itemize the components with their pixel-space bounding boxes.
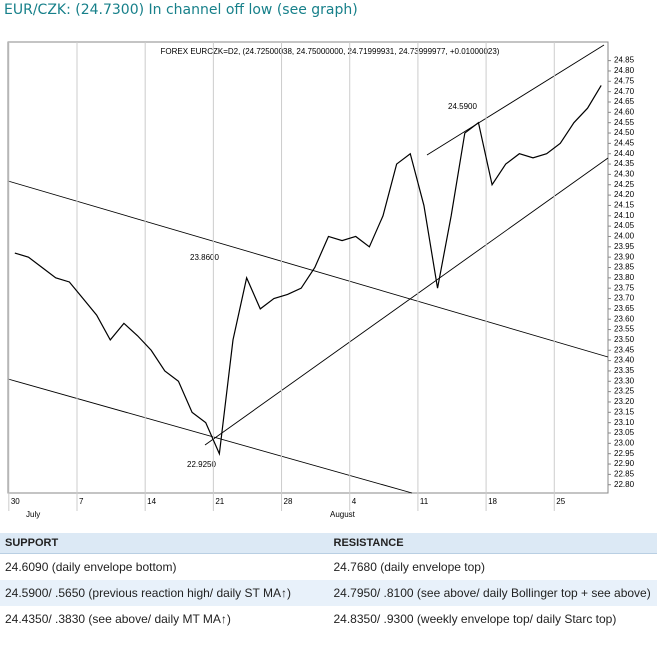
y-tick-label: 24.45 bbox=[614, 138, 635, 147]
y-tick-label: 24.70 bbox=[614, 87, 635, 96]
y-tick-label: 23.30 bbox=[614, 376, 635, 385]
y-tick-label: 23.65 bbox=[614, 304, 635, 313]
cell: 24.5900/ .5650 (previous reaction high/ … bbox=[0, 580, 329, 606]
month-label: August bbox=[330, 510, 356, 519]
x-tick-label: 18 bbox=[488, 497, 497, 506]
y-tick-label: 24.65 bbox=[614, 97, 635, 106]
y-tick-label: 22.85 bbox=[614, 469, 635, 478]
x-tick-label: 11 bbox=[420, 497, 429, 506]
levels-table: SUPPORT RESISTANCE 24.6090 (daily envelop… bbox=[0, 533, 657, 632]
cell: 24.8350/ .9300 (weekly envelope top/ dai… bbox=[333, 612, 617, 626]
annotation: 24.5900 bbox=[448, 102, 477, 111]
y-tick-label: 22.95 bbox=[614, 449, 635, 458]
y-tick-label: 23.50 bbox=[614, 335, 635, 344]
y-tick-label: 23.85 bbox=[614, 263, 635, 272]
trend-lines bbox=[7, 44, 609, 494]
y-tick-label: 23.75 bbox=[614, 283, 635, 292]
y-tick-label: 24.55 bbox=[614, 118, 635, 127]
price-line bbox=[14, 85, 602, 456]
cell: 24.7680 (daily envelope top) bbox=[333, 560, 485, 574]
y-tick-label: 23.35 bbox=[614, 366, 635, 375]
trend-line bbox=[426, 44, 605, 156]
y-tick-label: 23.90 bbox=[614, 252, 635, 261]
cell: 24.4350/ .3830 (see above/ daily MT MA↑) bbox=[5, 612, 231, 626]
y-tick-label: 24.05 bbox=[614, 221, 635, 230]
y-tick-label: 23.70 bbox=[614, 294, 635, 303]
y-tick-label: 23.80 bbox=[614, 273, 635, 282]
x-tick-label: 14 bbox=[147, 497, 156, 506]
x-tick-label: 30 bbox=[11, 497, 20, 506]
trend-line bbox=[7, 378, 413, 494]
annotation: 23.8600 bbox=[190, 253, 219, 262]
trend-line bbox=[7, 180, 609, 358]
x-tick-label: 25 bbox=[556, 497, 565, 506]
y-tick-label: 23.45 bbox=[614, 345, 635, 354]
y-tick-label: 24.00 bbox=[614, 232, 635, 241]
y-tick-label: 24.80 bbox=[614, 66, 635, 75]
y-tick-label: 24.10 bbox=[614, 211, 635, 220]
y-tick-label: 24.30 bbox=[614, 170, 635, 179]
table-header: RESISTANCE bbox=[328, 533, 657, 554]
y-tick-label: 24.40 bbox=[614, 149, 635, 158]
y-tick-label: 24.25 bbox=[614, 180, 635, 189]
y-tick-label: 23.40 bbox=[614, 356, 635, 365]
y-tick-label: 23.05 bbox=[614, 428, 635, 437]
y-tick-label: 23.55 bbox=[614, 325, 635, 334]
y-tick-label: 24.75 bbox=[614, 76, 635, 85]
y-tick-label: 23.10 bbox=[614, 418, 635, 427]
plot-frame bbox=[7, 41, 609, 494]
page-title: EUR/CZK: (24.7300) In channel off low (s… bbox=[4, 2, 358, 18]
y-tick-label: 24.35 bbox=[614, 159, 635, 168]
y-tick-label: 24.60 bbox=[614, 107, 635, 116]
table-header: SUPPORT bbox=[0, 533, 329, 554]
month-label: July bbox=[26, 510, 40, 519]
x-tick-label: 28 bbox=[284, 497, 293, 506]
y-tick-label: 23.25 bbox=[614, 387, 635, 396]
y-tick-label: 24.50 bbox=[614, 128, 635, 137]
x-tick-label: 4 bbox=[352, 497, 357, 506]
cell: 24.7950/ .8100 (see above/ daily Bolling… bbox=[328, 580, 657, 606]
x-tick-label: 7 bbox=[79, 497, 84, 506]
y-tick-label: 24.15 bbox=[614, 201, 635, 210]
y-tick-label: 24.20 bbox=[614, 190, 635, 199]
chart-subtitle: FOREX EURCZK=D2, (24.72500038, 24.750000… bbox=[161, 47, 500, 56]
y-tick-label: 22.80 bbox=[614, 480, 635, 489]
trend-line bbox=[204, 157, 609, 446]
y-tick-label: 22.90 bbox=[614, 459, 635, 468]
y-tick-label: 23.15 bbox=[614, 407, 635, 416]
x-tick-label: 21 bbox=[215, 497, 224, 506]
y-tick-label: 23.00 bbox=[614, 438, 635, 447]
y-tick-label: 23.20 bbox=[614, 397, 635, 406]
y-tick-label: 23.95 bbox=[614, 242, 635, 251]
y-tick-label: 24.85 bbox=[614, 56, 635, 65]
cell: 24.6090 (daily envelope bottom) bbox=[5, 560, 177, 574]
y-tick-label: 23.60 bbox=[614, 314, 635, 323]
chart: FOREX EURCZK=D2, (24.72500038, 24.750000… bbox=[7, 41, 635, 519]
annotation: 22.9250 bbox=[187, 460, 216, 469]
